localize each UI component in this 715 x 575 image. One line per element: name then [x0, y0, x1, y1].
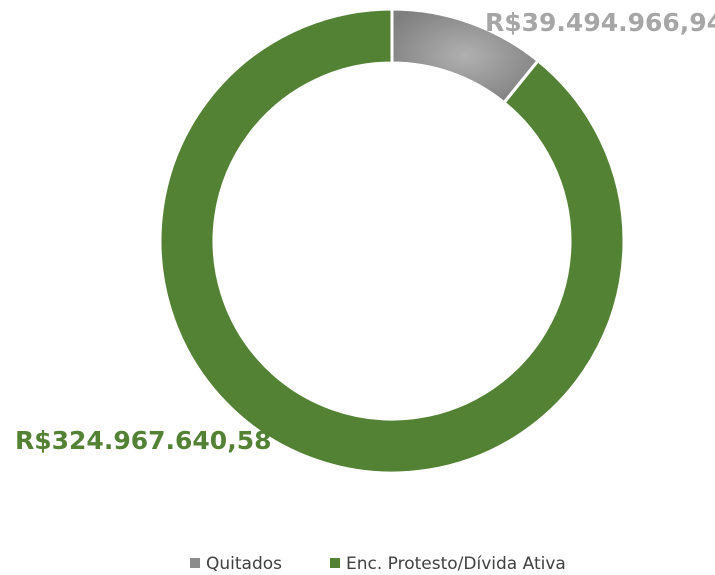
donut-segment [158, 7, 626, 475]
legend-label: Enc. Protesto/Dívida Ativa [346, 554, 566, 574]
legend-label: Quitados [206, 554, 282, 574]
value-label: R$324.967.640,58 [15, 426, 271, 455]
value-label: R$39.494.966,94 [485, 8, 715, 37]
legend-swatch [330, 558, 340, 568]
legend-swatch [190, 558, 200, 568]
